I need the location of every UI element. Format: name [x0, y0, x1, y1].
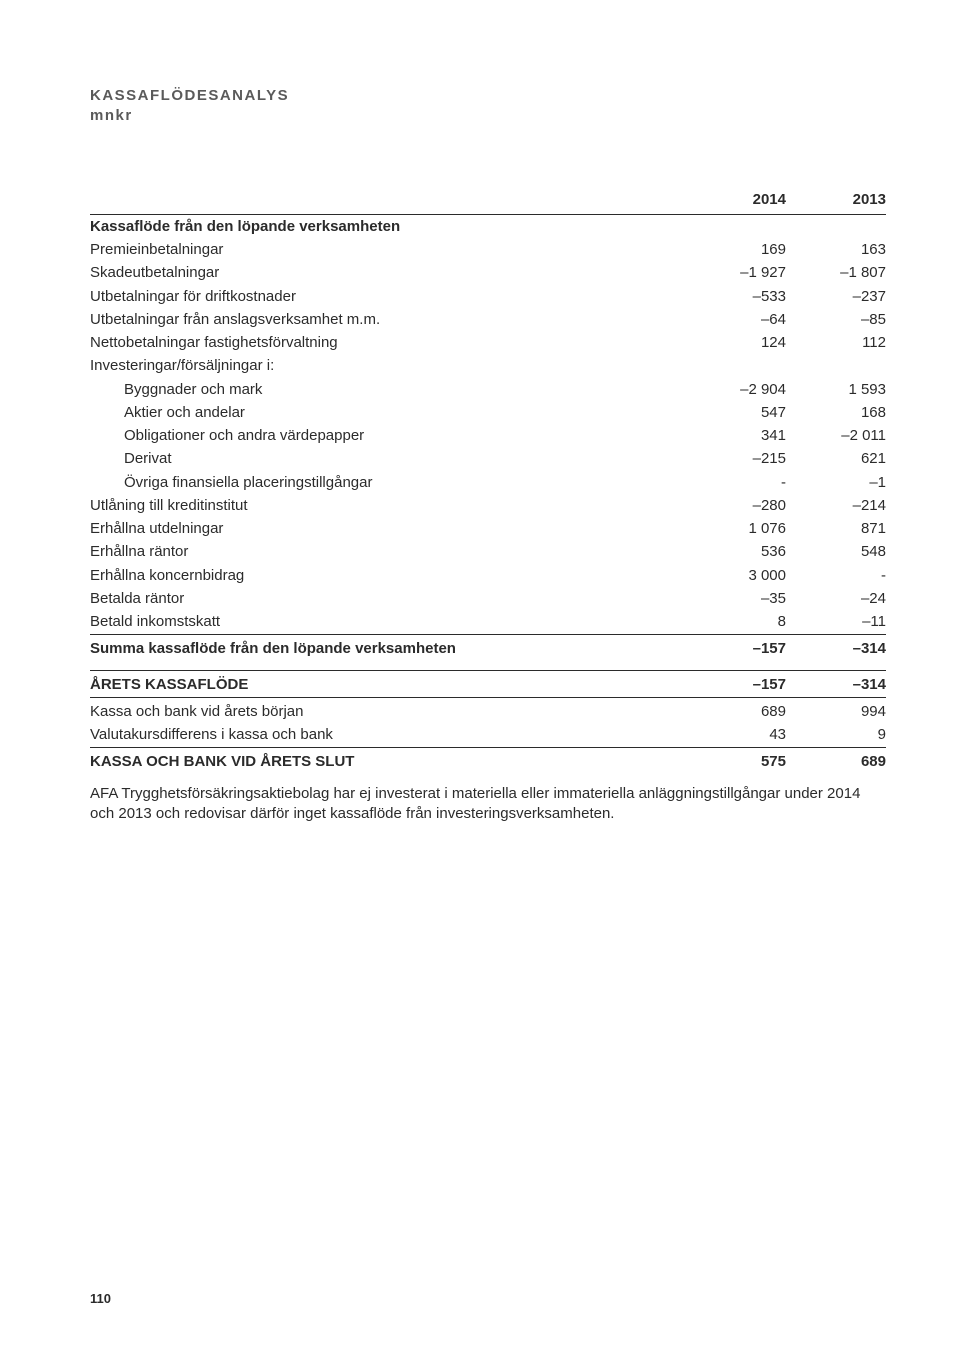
page-heading: KASSAFLÖDESANALYS mnkr [90, 86, 886, 127]
heading-line1: KASSAFLÖDESANALYS [90, 86, 886, 106]
table-row: Erhållna utdelningar1 076871 [90, 518, 886, 541]
table-row: Utlåning till kreditinstitut–280–214 [90, 494, 886, 517]
cashflow-table: 2014 2013 Kassaflöde från den löpande ve… [90, 189, 886, 774]
heading-line2: mnkr [90, 106, 886, 126]
table-row: Betald inkomstskatt8–11 [90, 611, 886, 635]
table-row: Nettobetalningar fastighetsförvaltning12… [90, 332, 886, 355]
table-row: Erhållna räntor536548 [90, 541, 886, 564]
section-operating: Kassaflöde från den löpande verksamheten [90, 215, 886, 239]
row-kassa-slut: KASSA OCH BANK VID ÅRETS SLUT575689 [90, 747, 886, 773]
table-header-row: 2014 2013 [90, 189, 886, 215]
table-row: Derivat–215621 [90, 448, 886, 471]
table-row: Utbetalningar för driftkostnader–533–237 [90, 285, 886, 308]
table-row: Betalda räntor–35–24 [90, 587, 886, 610]
table-row: Utbetalningar från anslagsverksamhet m.m… [90, 308, 886, 331]
table-row: Valutakursdifferens i kassa och bank439 [90, 724, 886, 748]
table-row: Aktier och andelar547168 [90, 401, 886, 424]
section-invest: Investeringar/försäljningar i: [90, 355, 886, 378]
col-2013: 2013 [786, 189, 886, 215]
table-row: Obligationer och andra värdepapper341–2 … [90, 425, 886, 448]
page-number: 110 [90, 1291, 111, 1306]
col-2014: 2014 [686, 189, 786, 215]
table-row: Övriga finansiella placeringstillgångar-… [90, 471, 886, 494]
table-row: Byggnader och mark–2 9041 593 [90, 378, 886, 401]
row-summa: Summa kassaflöde från den löpande verksa… [90, 634, 886, 660]
table-row: Kassa och bank vid årets början689994 [90, 697, 886, 723]
footnote: AFA Trygghetsförsäkringsaktiebolag har e… [90, 784, 886, 825]
row-arets-kassaflode: ÅRETS KASSAFLÖDE–157–314 [90, 671, 886, 698]
table-row: Erhållna koncernbidrag3 000- [90, 564, 886, 587]
table-row: Premieinbetalningar169163 [90, 239, 886, 262]
table-row: Skadeutbetalningar–1 927–1 807 [90, 262, 886, 285]
